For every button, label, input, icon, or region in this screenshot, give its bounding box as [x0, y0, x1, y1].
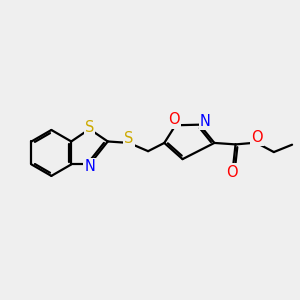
- Text: O: O: [226, 165, 238, 180]
- Text: N: N: [85, 159, 95, 174]
- Text: N: N: [200, 114, 211, 129]
- Text: O: O: [251, 130, 263, 145]
- Text: S: S: [124, 131, 134, 146]
- Text: O: O: [168, 112, 180, 128]
- Text: S: S: [85, 120, 94, 135]
